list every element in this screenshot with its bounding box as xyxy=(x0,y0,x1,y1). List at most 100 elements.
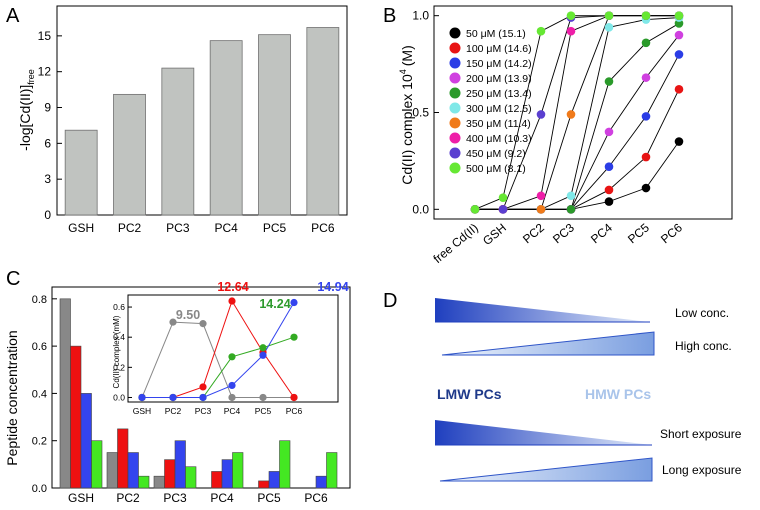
panel-b-data-point xyxy=(604,23,614,32)
inset-data-point xyxy=(138,393,146,402)
panel-b-legend-entry: 150 μM (14.2) xyxy=(466,58,532,70)
inset-xtick-label: GSH xyxy=(133,406,151,416)
label-lmw-pcs: LMW PCs xyxy=(437,386,502,402)
panel-c-bar xyxy=(91,440,103,489)
panel-b-xtick-label: PC5 xyxy=(625,220,652,246)
panel-label-a: A xyxy=(6,5,20,27)
panel-d-schematic: Low conc. High conc. LMW PCs HMW PCs Sho… xyxy=(435,298,742,482)
panel-b-data-point xyxy=(536,110,546,119)
panel-a-ytick-label: 15 xyxy=(38,29,52,43)
inset-series-line xyxy=(142,302,295,398)
panel-c-bar xyxy=(315,475,327,489)
panel-b-data-point xyxy=(566,205,576,214)
label-short-exposure: Short exposure xyxy=(660,427,742,441)
panel-c-ylabel: Peptide concentration xyxy=(4,330,20,465)
panel-b-data-point xyxy=(536,191,546,201)
panel-b-data-point xyxy=(674,137,684,146)
panel-b-data-point xyxy=(604,185,614,195)
panel-c-bar xyxy=(326,452,338,489)
panel-b-data-point xyxy=(604,11,614,20)
inset-data-point xyxy=(199,383,207,391)
label-long-exposure: Long exposure xyxy=(662,463,742,477)
panel-b-data-point xyxy=(470,205,480,214)
panel-b-legend-marker xyxy=(449,102,461,114)
inset-data-point xyxy=(290,393,298,402)
panel-a-xtick-label: PC3 xyxy=(166,221,190,235)
wedge-low-conc xyxy=(435,298,650,322)
inset-xtick-label: PC6 xyxy=(286,406,303,416)
panel-label-d: D xyxy=(383,290,397,312)
panel-c-bar xyxy=(174,440,186,489)
panel-b-data-point xyxy=(566,26,576,36)
panel-b-legend-marker xyxy=(449,42,461,54)
panel-b-legend-marker xyxy=(449,57,461,69)
panel-c-bar xyxy=(258,480,270,489)
inset-data-point xyxy=(228,393,236,402)
inset-data-point xyxy=(259,344,267,352)
panel-a-xtick-label: PC4 xyxy=(214,221,238,235)
panel-c-bar xyxy=(153,475,165,489)
panel-c-xtick-label: PC4 xyxy=(210,491,234,505)
inset-data-point xyxy=(169,318,177,326)
panel-b-legend-entry: 450 μM (9.2) xyxy=(466,148,526,160)
panel-c-ytick-label: 0.0 xyxy=(32,483,47,495)
panel-a-bar-pc6 xyxy=(306,27,340,216)
panel-b-data-point xyxy=(566,11,576,20)
panel-label-b: B xyxy=(383,5,396,27)
inset-data-point xyxy=(199,393,207,402)
panel-a-ytick-label: 3 xyxy=(44,172,51,186)
inset-series-annotation: 9.50 xyxy=(176,308,200,322)
wedge-long-exposure xyxy=(439,457,653,482)
panel-b-legend-marker xyxy=(449,117,461,129)
label-low-conc: Low conc. xyxy=(675,306,729,320)
panel-b-data-point xyxy=(536,26,546,36)
inset-xtick-label: PC3 xyxy=(195,406,212,416)
panel-b-xtick-label: free Cd(II) xyxy=(431,221,481,266)
inset-data-point xyxy=(169,393,177,402)
panel-b-line-chart: Cd(II) complex 104(M) 0.0 0.5 1.0 free Cd(… xyxy=(398,5,733,266)
panel-a-xtick-label: PC6 xyxy=(311,221,335,235)
panel-a-ytick-label: 12 xyxy=(38,65,52,79)
inset-data-point xyxy=(259,393,267,402)
panel-c-bar xyxy=(164,459,176,489)
panel-b-data-point xyxy=(641,152,651,162)
panel-c-bar-chart: Peptide concentration 0.0 0.2 0.4 0.6 0.8 GS… xyxy=(4,280,351,505)
panel-c-bar xyxy=(279,440,291,489)
panel-b-legend-marker xyxy=(449,27,461,39)
panel-b-data-point xyxy=(641,112,651,121)
inset-xtick-label: PC5 xyxy=(255,406,272,416)
panel-a-xtick-label: GSH xyxy=(68,221,94,235)
panel-a-bar-chart: -log[Cd(II)]free 0 3 6 9 12 15 GSH PC2 PC3 PC4 PC… xyxy=(17,5,348,235)
inset-data-point xyxy=(259,351,267,359)
panel-c-bar xyxy=(268,471,280,489)
panel-b-data-point xyxy=(604,77,614,86)
panel-c-bar xyxy=(138,475,150,489)
panel-b-data-point xyxy=(674,50,684,59)
panel-b-data-point xyxy=(536,205,546,214)
panel-b-data-point xyxy=(674,11,684,20)
panel-a-ylabel: -log[Cd(II)]free xyxy=(17,69,36,151)
panel-a-bar-pc2 xyxy=(113,93,146,216)
inset-ytick-label: 0.6 xyxy=(113,302,125,312)
panel-b-data-point xyxy=(604,162,614,172)
inset-xtick-label: PC2 xyxy=(165,406,182,416)
panel-c-xtick-label: GSH xyxy=(68,491,94,505)
panel-b-legend-entry: 400 μM (10.3) xyxy=(466,133,532,145)
wedge-short-exposure xyxy=(435,420,652,445)
panel-b-legend-marker xyxy=(449,162,461,174)
panel-a-ytick-label: 9 xyxy=(44,101,51,115)
panel-c-bar xyxy=(117,428,129,489)
panel-b-data-point xyxy=(498,205,508,214)
panel-b-legend-entry: 300 μM (12.5) xyxy=(466,103,532,115)
panel-b-xtick-label: GSH xyxy=(480,221,509,248)
panel-b-ytick-label: 0.0 xyxy=(412,202,429,216)
panel-b-data-point xyxy=(674,84,684,94)
panel-label-c: C xyxy=(6,268,20,290)
panel-b-xtick-label: PC6 xyxy=(658,220,685,246)
inset-data-point xyxy=(228,353,236,361)
panel-c-bar xyxy=(232,452,244,489)
panel-c-xtick-label: PC5 xyxy=(257,491,281,505)
panel-b-data-point xyxy=(566,191,576,201)
panel-b-legend-marker xyxy=(449,87,461,99)
inset-data-point xyxy=(290,333,298,341)
